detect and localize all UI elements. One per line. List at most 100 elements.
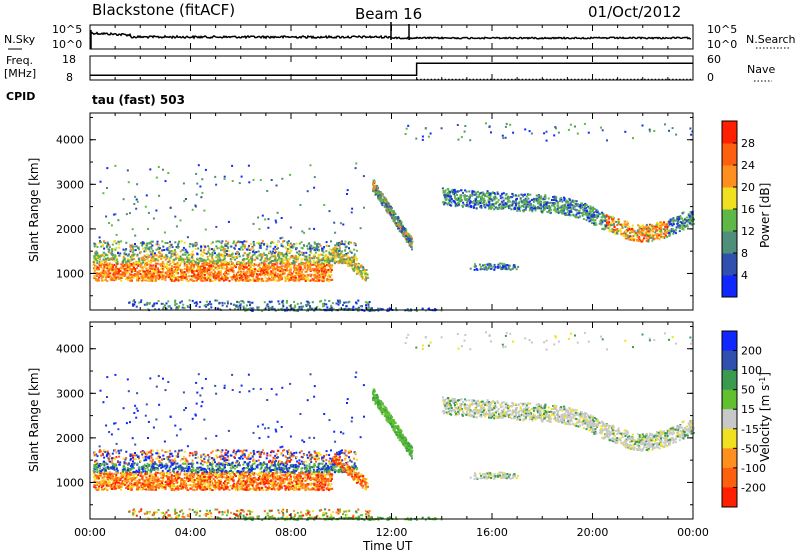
- echo-cell: [556, 201, 559, 203]
- echo-cell: [281, 268, 284, 271]
- echo-cell: [187, 269, 190, 272]
- echo-cell: [312, 279, 315, 281]
- echo-cell: [206, 272, 209, 275]
- echo-cell: [129, 212, 131, 215]
- echo-cell: [195, 301, 198, 304]
- echo-cell: [175, 278, 177, 281]
- echo-cell: [142, 270, 145, 273]
- echo-cell: [216, 254, 219, 257]
- echo-cell: [175, 246, 178, 248]
- echo-cell: [358, 270, 361, 273]
- echo-cell: [302, 268, 304, 271]
- echo-cell: [267, 305, 270, 308]
- echo-cell: [409, 244, 412, 247]
- echo-cell: [491, 206, 494, 209]
- echo-cell: [115, 266, 117, 269]
- echo-cell: [321, 249, 324, 252]
- echo-cell: [236, 276, 239, 279]
- echo-cell: [151, 275, 154, 278]
- echo-cell: [326, 259, 329, 262]
- echo-cell: [190, 260, 193, 263]
- echo-cell: [308, 227, 311, 230]
- echo-cell: [655, 224, 658, 227]
- echo-cell: [132, 262, 135, 265]
- echo-cell: [231, 262, 234, 265]
- echo-cell: [272, 266, 274, 269]
- echo-cell: [167, 274, 170, 277]
- echo-cell: [450, 195, 453, 198]
- echo-cell: [477, 203, 480, 206]
- echo-cell: [563, 197, 566, 200]
- echo-cell: [172, 279, 175, 282]
- echo-cell: [245, 280, 248, 282]
- echo-cell: [640, 234, 643, 237]
- echo-cell: [198, 268, 201, 271]
- echo-cell: [406, 232, 409, 235]
- echo-cell: [632, 231, 635, 234]
- echo-cell: [271, 252, 274, 255]
- echo-cell: [269, 256, 272, 259]
- echo-cell: [348, 300, 351, 303]
- echo-cell: [332, 258, 335, 261]
- echo-cell: [544, 200, 547, 203]
- echo-cell: [638, 225, 641, 228]
- echo-cell: [96, 262, 99, 265]
- echo-cell: [289, 173, 292, 176]
- echo-cell: [241, 267, 244, 270]
- echo-cell: [227, 263, 230, 266]
- echo-cell: [170, 269, 173, 272]
- echo-cell: [388, 203, 391, 206]
- echo-cell: [614, 228, 617, 231]
- echo-cell: [677, 221, 680, 224]
- echo-cell: [102, 267, 105, 270]
- echo-cell: [610, 229, 613, 232]
- echo-cell: [99, 274, 102, 277]
- echo-cell: [125, 213, 128, 216]
- echo-cell: [619, 223, 622, 226]
- echo-cell: [325, 241, 328, 244]
- echo-cell: [305, 260, 308, 263]
- echo-cell: [360, 270, 363, 273]
- echo-cell: [540, 195, 542, 198]
- echo-cell: [175, 302, 178, 305]
- echo-cell: [546, 207, 549, 209]
- echo-cell: [574, 199, 577, 202]
- echo-cell: [300, 261, 303, 264]
- echo-cell: [267, 218, 270, 221]
- echo-cell: [284, 262, 287, 265]
- echo-cell: [187, 258, 190, 261]
- echo-cell: [348, 249, 351, 252]
- echo-cell: [242, 268, 245, 271]
- echo-cell: [150, 257, 153, 260]
- echo-cell: [595, 210, 598, 213]
- echo-cell: [255, 251, 258, 254]
- echo-cell: [447, 190, 450, 193]
- echo-cell: [178, 267, 181, 270]
- echo-cell: [584, 203, 587, 205]
- echo-cell: [184, 253, 187, 256]
- echo-cell: [632, 229, 635, 232]
- echo-cell: [134, 243, 136, 245]
- echo-cell: [637, 224, 640, 227]
- echo-cell: [616, 231, 618, 234]
- echo-cell: [154, 271, 157, 274]
- echo-cell: [648, 236, 651, 239]
- echo-cell: [336, 260, 339, 263]
- echo-cell: [98, 276, 101, 279]
- echo-cell: [246, 258, 249, 260]
- echo-cell: [298, 305, 301, 308]
- echo-cell: [117, 270, 120, 273]
- echo-cell: [433, 308, 436, 311]
- echo-cell: [182, 249, 185, 252]
- echo-cell: [313, 256, 316, 259]
- echo-cell: [251, 246, 254, 249]
- echo-cell: [207, 251, 210, 254]
- echo-cell: [93, 258, 96, 261]
- echo-cell: [399, 221, 402, 224]
- echo-cell: [140, 299, 143, 302]
- echo-cell: [298, 275, 301, 278]
- echo-cell: [656, 223, 659, 226]
- echo-cell: [215, 225, 218, 228]
- echo-cell: [525, 203, 527, 206]
- echo-cell: [248, 259, 251, 261]
